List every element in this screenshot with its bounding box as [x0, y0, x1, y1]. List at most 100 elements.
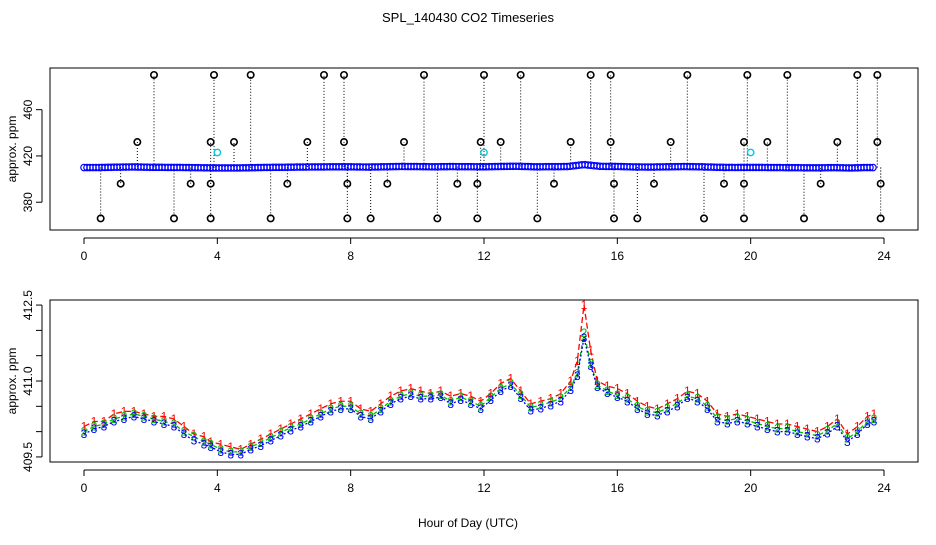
- series-3-marker: 3: [754, 420, 761, 434]
- series-3-marker: 3: [844, 435, 851, 449]
- series-2-marker: 2: [537, 398, 544, 412]
- outlier-point: [739, 138, 748, 147]
- series-3-marker: 3: [834, 420, 841, 434]
- y-tick-label: 412.5: [21, 290, 35, 320]
- series-3-marker: 3: [111, 415, 118, 429]
- series-2-marker: 2: [307, 412, 314, 426]
- series-2-marker: 2: [804, 427, 811, 441]
- outlier-point: [433, 214, 442, 223]
- outlier-point: [566, 138, 575, 147]
- series-1-marker: 1: [111, 407, 118, 421]
- series-3-marker: 3: [694, 394, 701, 408]
- x-axis-label: Hour of Day (UTC): [418, 516, 518, 530]
- series-3-marker: 3: [357, 409, 364, 423]
- outlier-point: [150, 70, 159, 79]
- series-1-marker: 1: [171, 412, 178, 426]
- outlier-point: [383, 179, 392, 188]
- series-2-marker: 2: [227, 445, 234, 459]
- series-1-marker: 1: [614, 382, 621, 396]
- series-1-marker: 1: [624, 387, 631, 401]
- series-1-marker: 1: [744, 409, 751, 423]
- series-2-marker: 2: [794, 425, 801, 439]
- panel-2-y-ticks: 409.5 411.0 412.5: [21, 290, 43, 472]
- series-1-marker: 1: [784, 417, 791, 431]
- series-1-marker: 1: [457, 387, 464, 401]
- series-2-marker: 2: [121, 409, 128, 423]
- series-3-marker: 3: [257, 439, 264, 453]
- x-tick-label: 20: [744, 249, 758, 263]
- series-1-marker: 1: [417, 384, 424, 398]
- series-2-marker: 2: [237, 445, 244, 459]
- series-3-line: [83, 337, 875, 456]
- series-2-marker: 2: [81, 425, 88, 439]
- series-3-marker: 3: [724, 417, 731, 431]
- series-3-marker: 3: [81, 427, 88, 441]
- series-2-marker: 2: [171, 417, 178, 431]
- outlier-point: [116, 179, 125, 188]
- series-3-marker: 3: [567, 383, 574, 397]
- series-2-marker: 2: [527, 400, 534, 414]
- series-2-marker: 2: [277, 426, 284, 440]
- series-3-marker: 3: [557, 394, 564, 408]
- outlier-point: [783, 70, 792, 79]
- outlier-point: [719, 179, 728, 188]
- outlier-point: [476, 138, 485, 147]
- y-tick-label: 460: [21, 99, 35, 119]
- outlier-point: [549, 179, 558, 188]
- outlier-point: [533, 214, 542, 223]
- series-2-marker: 2: [517, 388, 524, 402]
- series-3-marker: 3: [161, 417, 168, 431]
- outlier-point: [343, 179, 352, 188]
- series-2-marker: 2: [337, 399, 344, 413]
- series-3-marker: 3: [337, 402, 344, 416]
- series-3-marker: 3: [487, 393, 494, 407]
- series-2-marker: 2: [397, 389, 404, 403]
- series-2-marker: 2: [181, 425, 188, 439]
- series-1-marker: 1: [604, 379, 611, 393]
- series-2-marker: 2: [581, 326, 588, 340]
- series-1-marker: 1: [307, 407, 314, 421]
- series-3-marker: 3: [537, 401, 544, 415]
- outlier-point: [366, 214, 375, 223]
- series-1-marker: 1: [497, 377, 504, 391]
- flagged-point: [480, 148, 488, 157]
- series-1-marker: 1: [654, 402, 661, 416]
- series-2-marker: 2: [191, 430, 198, 444]
- outlier-point: [606, 70, 615, 79]
- series-3-marker: 3: [527, 403, 534, 417]
- series-3-marker: 3: [377, 404, 384, 418]
- y-tick-label: 411.0: [21, 366, 35, 395]
- series-1-marker: 1: [794, 420, 801, 434]
- series-1-marker: 1: [121, 404, 128, 418]
- series-3-marker: 3: [467, 397, 474, 411]
- outlier-point: [876, 214, 885, 223]
- series-1-marker: 1: [387, 389, 394, 403]
- series-3-marker: 3: [614, 390, 621, 404]
- series-1-marker: 1: [684, 384, 691, 398]
- series-1-marker: 1: [257, 432, 264, 446]
- series-3-marker: 3: [664, 404, 671, 418]
- outlier-point: [763, 138, 772, 147]
- series-2-marker: 2: [447, 394, 454, 408]
- series-3-marker: 3: [674, 399, 681, 413]
- series-2-marker: 2: [871, 412, 878, 426]
- series-3-marker: 3: [654, 408, 661, 422]
- series-2-line: [83, 332, 875, 453]
- series-3-marker: 3: [171, 420, 178, 434]
- series-2-marker: 2: [604, 384, 611, 398]
- series-1-marker: 1: [347, 394, 354, 408]
- series-3-marker: 3: [101, 420, 108, 434]
- outlier-point: [453, 179, 462, 188]
- series-1-marker: 1: [447, 389, 454, 403]
- data-point: [866, 163, 874, 172]
- series-2-marker: 2: [674, 396, 681, 410]
- series-3-marker: 3: [447, 397, 454, 411]
- outlier-point: [833, 138, 842, 147]
- series-1-marker: 1: [764, 415, 771, 429]
- series-2-marker: 2: [487, 390, 494, 404]
- outlier-point: [739, 214, 748, 223]
- series-2-marker: 2: [854, 425, 861, 439]
- series-2-marker: 2: [387, 394, 394, 408]
- series-1-marker: 1: [207, 435, 214, 449]
- series-1-marker: 1: [217, 437, 224, 451]
